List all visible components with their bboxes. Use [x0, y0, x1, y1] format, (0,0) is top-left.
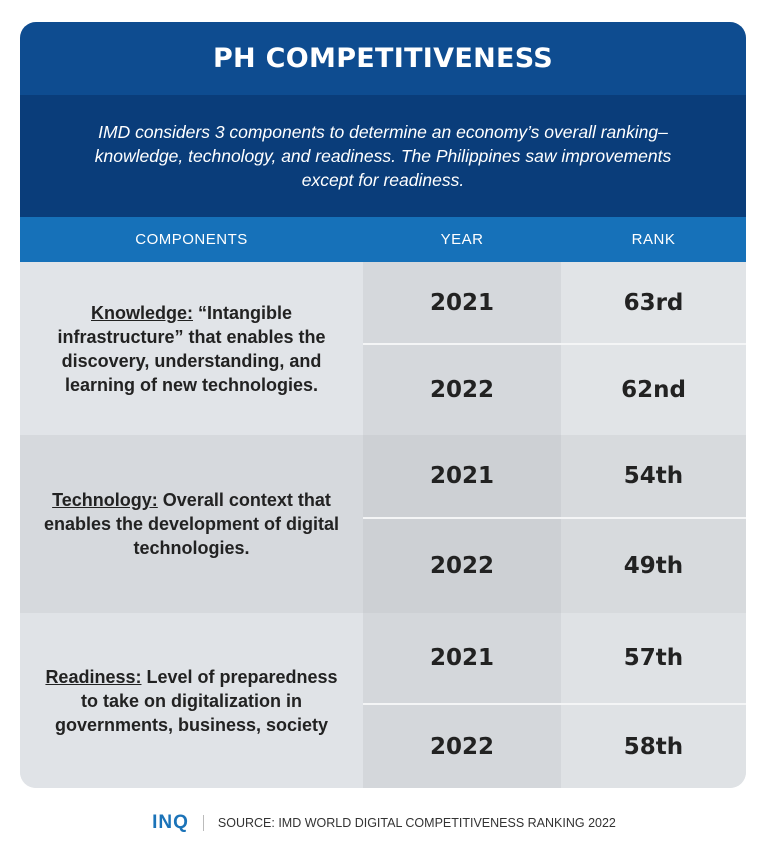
component-text: Overall context that enables the develop…: [43, 490, 340, 558]
year-cell: 2021: [363, 613, 561, 703]
rank-cell: 58th: [561, 703, 746, 788]
component-text: Level of preparedness to take on digital…: [54, 666, 338, 735]
component-description: Readiness: Level of preparedness to take…: [20, 613, 363, 788]
header-components: COMPONENTS: [135, 231, 248, 248]
rank-cell: 63rd: [561, 262, 746, 343]
divider: [202, 815, 204, 831]
header-year: YEAR: [440, 231, 484, 248]
table-header: COMPONENTS YEAR RANK: [20, 217, 746, 262]
year-cell: 2022: [363, 517, 561, 613]
year-cell: 2022: [363, 703, 561, 788]
footer: INQ SOURCE: IMD WORLD DIGITAL COMPETITIV…: [0, 812, 768, 834]
table-group-readiness: Readiness: Level of preparedness to take…: [20, 613, 746, 788]
component-description: Knowledge: “Intangible infrastructure” t…: [20, 262, 363, 435]
table-group-technology: Technology: Overall context that enables…: [20, 435, 746, 613]
year-cell: 2021: [363, 435, 561, 517]
header-rank: RANK: [631, 231, 676, 248]
subtitle: IMD considers 3 components to determine …: [20, 95, 746, 217]
infographic-card: PH COMPETITIVENESS IMD considers 3 compo…: [20, 22, 746, 788]
rank-cell: 49th: [561, 517, 746, 613]
component-name: Technology:: [52, 490, 158, 510]
year-cell: 2022: [363, 343, 561, 435]
rank-cell: 62nd: [561, 343, 746, 435]
component-name: Knowledge:: [91, 302, 193, 323]
source-text: SOURCE: IMD WORLD DIGITAL COMPETITIVENES…: [217, 816, 616, 830]
component-name: Readiness:: [45, 666, 142, 687]
year-cell: 2021: [363, 262, 561, 343]
rank-cell: 54th: [561, 435, 746, 517]
component-text: “Intangible infrastructure” that enables…: [57, 302, 326, 395]
table-group-knowledge: Knowledge: “Intangible infrastructure” t…: [20, 262, 746, 435]
inq-logo: INQ: [152, 812, 189, 833]
component-description: Technology: Overall context that enables…: [20, 435, 363, 613]
page-title: PH COMPETITIVENESS: [20, 22, 746, 95]
rank-cell: 57th: [561, 613, 746, 703]
